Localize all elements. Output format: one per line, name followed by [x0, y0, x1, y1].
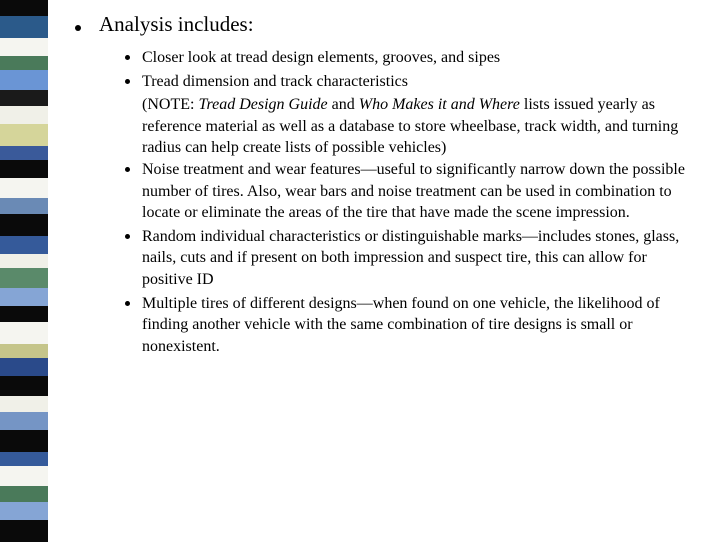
stripe	[0, 254, 48, 268]
note-text: (NOTE: Tread Design Guide and Who Makes …	[142, 94, 690, 159]
stripe	[0, 502, 48, 520]
item-text: Noise treatment and wear features—useful…	[142, 159, 690, 224]
stripe	[0, 412, 48, 430]
item-text: Tread dimension and track characteristic…	[142, 71, 408, 93]
bullet-icon	[125, 167, 130, 172]
stripe	[0, 198, 48, 214]
stripe	[0, 452, 48, 466]
stripe	[0, 90, 48, 106]
note-prefix: (NOTE:	[142, 96, 198, 113]
stripe	[0, 236, 48, 254]
content-area: Analysis includes: Closer look at tread …	[75, 12, 690, 359]
list-item: Random individual characteristics or dis…	[125, 226, 690, 291]
stripe	[0, 16, 48, 38]
stripe	[0, 160, 48, 178]
stripe	[0, 106, 48, 124]
note-italic: Tread Design Guide	[198, 96, 327, 113]
item-text: Closer look at tread design elements, gr…	[142, 47, 500, 69]
note-italic: Who Makes it and Where	[359, 96, 520, 113]
stripe	[0, 376, 48, 396]
main-heading: Analysis includes:	[75, 12, 690, 37]
stripe	[0, 268, 48, 288]
bullet-icon	[125, 55, 130, 60]
stripe	[0, 56, 48, 70]
side-decoration	[0, 0, 48, 540]
list-item: Closer look at tread design elements, gr…	[125, 47, 690, 69]
bullet-icon	[125, 234, 130, 239]
list-item: Noise treatment and wear features—useful…	[125, 159, 690, 224]
stripe	[0, 466, 48, 486]
stripe	[0, 358, 48, 376]
bullet-icon	[75, 25, 81, 31]
stripe	[0, 38, 48, 56]
item-text: Multiple tires of different designs—when…	[142, 293, 690, 358]
stripe	[0, 430, 48, 452]
stripe	[0, 178, 48, 198]
stripe	[0, 486, 48, 502]
list-item: Tread dimension and track characteristic…	[125, 71, 690, 93]
stripe	[0, 70, 48, 90]
stripe	[0, 396, 48, 412]
heading-text: Analysis includes:	[99, 12, 254, 37]
item-text: Random individual characteristics or dis…	[142, 226, 690, 291]
stripe	[0, 214, 48, 236]
bullet-icon	[125, 79, 130, 84]
bullet-icon	[125, 301, 130, 306]
stripe	[0, 288, 48, 306]
stripe	[0, 306, 48, 322]
stripe	[0, 520, 48, 542]
stripe	[0, 344, 48, 358]
stripe	[0, 322, 48, 344]
stripe	[0, 146, 48, 160]
note-mid: and	[328, 96, 359, 113]
stripe	[0, 124, 48, 146]
list-item: Multiple tires of different designs—when…	[125, 293, 690, 358]
sub-list: Closer look at tread design elements, gr…	[125, 47, 690, 357]
stripe	[0, 0, 48, 16]
